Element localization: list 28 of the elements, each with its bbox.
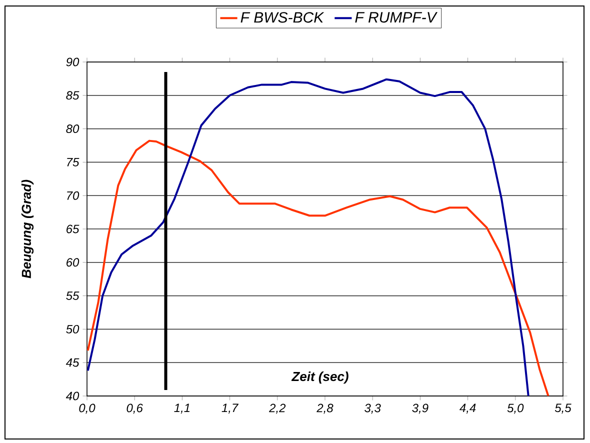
y-tick-label: 50 [66,324,80,334]
x-tick-label: 4,4 [460,404,476,414]
y-tick-label: 65 [66,224,80,234]
x-tick-label: 3,3 [364,404,381,414]
y-tick-label: 45 [66,358,80,367]
x-tick-label: 0,6 [126,404,143,414]
x-tick-label: 1,1 [174,404,190,414]
y-tick-label: 75 [67,158,80,166]
y-axis-title: Beugung (Grad) [21,180,34,278]
y-tick-label: 85 [66,91,80,100]
y-tick-label: 60 [66,258,80,267]
line-series [87,78,530,396]
x-tick-label: 2,2 [268,404,286,414]
y-tick-label: 40 [66,392,80,400]
x-tick-label: 1,7 [222,404,239,414]
x-tick-label: 2,8 [316,404,334,414]
x-tick-label: 5,0 [507,404,524,414]
legend-label: F RUMPF-V [355,12,438,23]
x-tick-label: 3,9 [412,404,428,414]
line-series [87,140,550,396]
y-tick-label: 80 [66,124,80,134]
x-axis-title: Zeit (sec) [291,372,348,384]
y-tick-label: 55 [66,292,80,300]
x-tick-label: 0,0 [79,404,96,414]
x-tick-label: 5,5 [554,404,572,414]
y-tick-label: 90 [66,58,80,66]
y-tick-label: 70 [67,191,80,200]
legend-label: F BWS-BCK [240,12,324,23]
